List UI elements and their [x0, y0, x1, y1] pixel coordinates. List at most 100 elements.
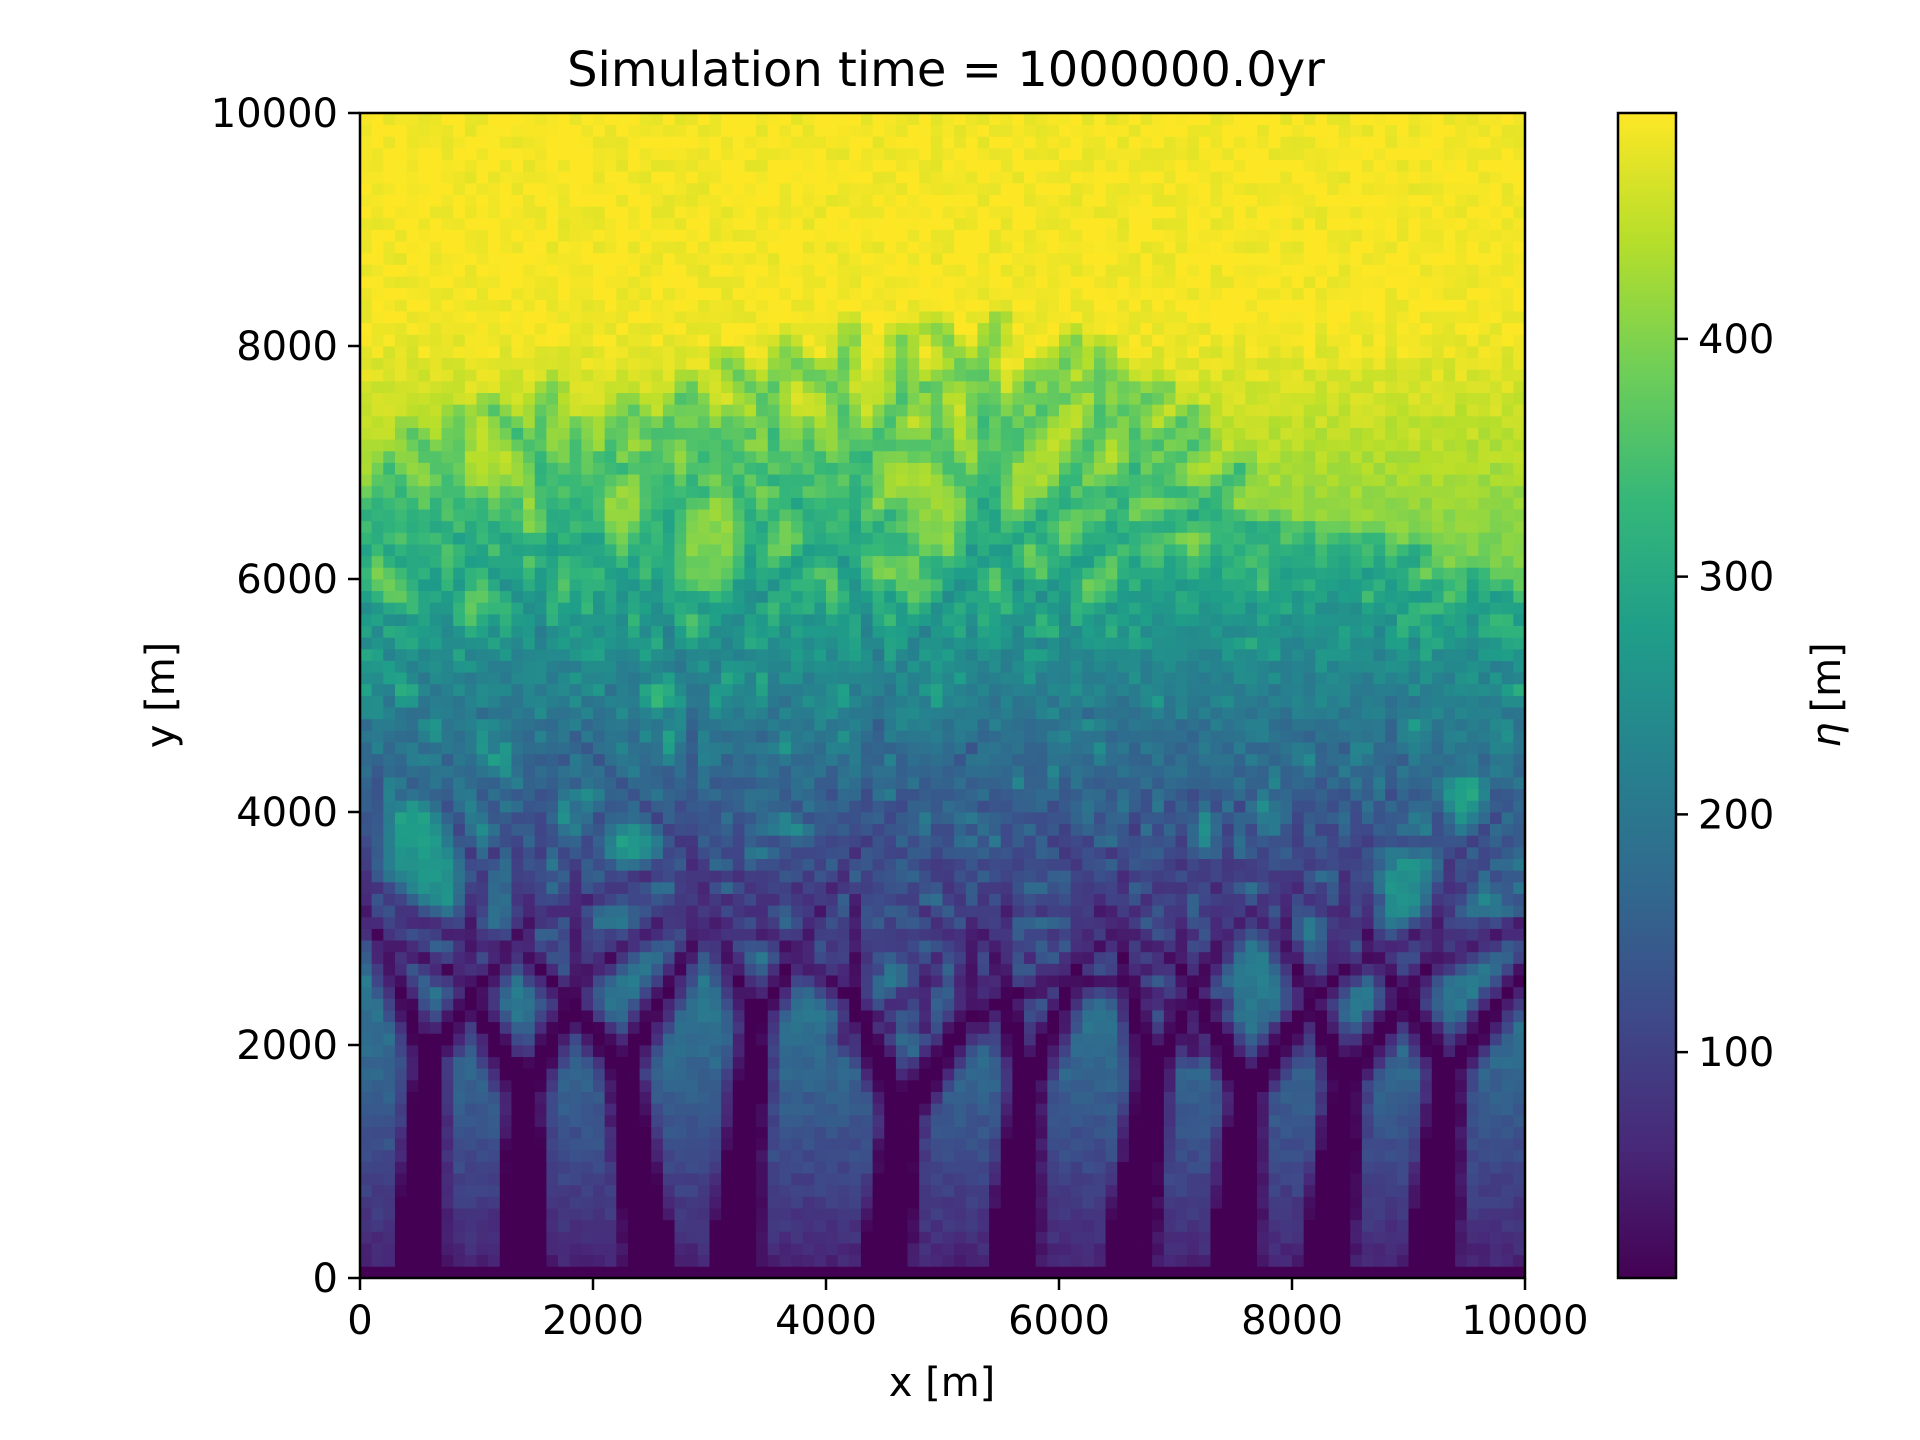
heatmap-cell: [499, 1254, 512, 1267]
heatmap-cell: [581, 1091, 594, 1104]
heatmap-cell: [860, 765, 873, 778]
heatmap-cell: [895, 1149, 908, 1162]
heatmap-cell: [1408, 1079, 1421, 1092]
heatmap-cell: [779, 742, 792, 755]
heatmap-cell: [1000, 1091, 1013, 1104]
heatmap-cell: [1280, 846, 1293, 859]
heatmap-cell: [1000, 695, 1013, 708]
heatmap-cell: [627, 1208, 640, 1221]
heatmap-cell: [942, 998, 955, 1011]
heatmap-cell: [919, 695, 932, 708]
heatmap-cell: [802, 730, 815, 743]
heatmap-cell: [1198, 1114, 1211, 1127]
heatmap-cell: [1385, 695, 1398, 708]
heatmap-cell: [1420, 846, 1433, 859]
heatmap-cell: [394, 940, 407, 953]
heatmap-cell: [1093, 1254, 1106, 1267]
heatmap-cell: [1035, 858, 1048, 871]
heatmap-cell: [732, 951, 745, 964]
heatmap-cell: [1175, 753, 1188, 766]
heatmap-cell: [1070, 788, 1083, 801]
heatmap-cell: [1117, 707, 1130, 720]
heatmap-cell: [965, 1254, 978, 1267]
heatmap-cell: [872, 730, 885, 743]
heatmap-cell: [686, 835, 699, 848]
heatmap-cell: [1175, 951, 1188, 964]
heatmap-cell: [895, 1208, 908, 1221]
heatmap-cell: [1140, 1243, 1153, 1256]
heatmap-cell: [1420, 765, 1433, 778]
heatmap-cell: [593, 800, 606, 813]
heatmap-cell: [919, 788, 932, 801]
heatmap-cell: [1385, 1161, 1398, 1174]
heatmap-cell: [721, 1266, 734, 1279]
heatmap-cell: [581, 870, 594, 883]
heatmap-cell: [1466, 1138, 1479, 1151]
heatmap-cell: [1233, 835, 1246, 848]
heatmap-cell: [1047, 1231, 1060, 1244]
heatmap-cell: [651, 1231, 664, 1244]
heatmap-cell: [651, 718, 664, 731]
heatmap-cell: [1385, 800, 1398, 813]
heatmap-cell: [930, 881, 943, 894]
heatmap-cell: [1047, 800, 1060, 813]
heatmap-cell: [394, 718, 407, 731]
heatmap-cell: [1268, 858, 1281, 871]
heatmap-cell: [499, 788, 512, 801]
heatmap-cell: [1478, 1045, 1491, 1058]
heatmap-cell: [534, 718, 547, 731]
heatmap-cell: [989, 1243, 1002, 1256]
heatmap-cell: [1152, 1149, 1165, 1162]
heatmap-cell: [814, 1045, 827, 1058]
heatmap-cell: [744, 1173, 757, 1186]
heatmap-cell: [429, 1056, 442, 1069]
heatmap-cell: [1385, 928, 1398, 941]
heatmap-cell: [1163, 870, 1176, 883]
heatmap-cell: [581, 823, 594, 836]
heatmap-cell: [593, 1243, 606, 1256]
heatmap-cell: [593, 1219, 606, 1232]
heatmap-cell: [1210, 1231, 1223, 1244]
heatmap-cell: [1082, 1056, 1095, 1069]
heatmap-cell: [1140, 975, 1153, 988]
heatmap-cell: [546, 1161, 559, 1174]
heatmap-cell: [1443, 1068, 1456, 1081]
heatmap-cell: [1117, 1231, 1130, 1244]
heatmap-cell: [1257, 788, 1270, 801]
heatmap-cell: [1070, 1114, 1083, 1127]
heatmap-cell: [1070, 1219, 1083, 1232]
heatmap-cell: [1198, 1149, 1211, 1162]
heatmap-cell: [651, 777, 664, 790]
heatmap-cell: [616, 986, 629, 999]
heatmap-cell: [546, 858, 559, 871]
heatmap-cell: [802, 1173, 815, 1186]
heatmap-cell: [499, 1149, 512, 1162]
heatmap-cell: [1175, 1173, 1188, 1186]
heatmap-cell: [965, 1114, 978, 1127]
heatmap-cell: [884, 893, 897, 906]
heatmap-cell: [930, 1254, 943, 1267]
heatmap-cell: [1035, 695, 1048, 708]
heatmap-cell: [767, 905, 780, 918]
heatmap-cell: [558, 1138, 571, 1151]
heatmap-cell: [534, 1056, 547, 1069]
heatmap-cell: [499, 753, 512, 766]
heatmap-cell: [884, 1266, 897, 1279]
heatmap-cell: [1035, 1010, 1048, 1023]
heatmap-cell: [791, 823, 804, 836]
heatmap-cell: [814, 753, 827, 766]
heatmap-cell: [651, 707, 664, 720]
heatmap-cell: [604, 870, 617, 883]
heatmap-cell: [756, 1266, 769, 1279]
heatmap-cell: [441, 707, 454, 720]
heatmap-cell: [674, 1161, 687, 1174]
heatmap-cell: [860, 893, 873, 906]
heatmap-cell: [1385, 1033, 1398, 1046]
heatmap-cell: [930, 695, 943, 708]
heatmap-cell: [826, 800, 839, 813]
heatmap-cell: [1303, 940, 1316, 953]
heatmap-cell: [1268, 718, 1281, 731]
heatmap-cell: [639, 858, 652, 871]
heatmap-cell: [1024, 986, 1037, 999]
heatmap-cell: [662, 1184, 675, 1197]
